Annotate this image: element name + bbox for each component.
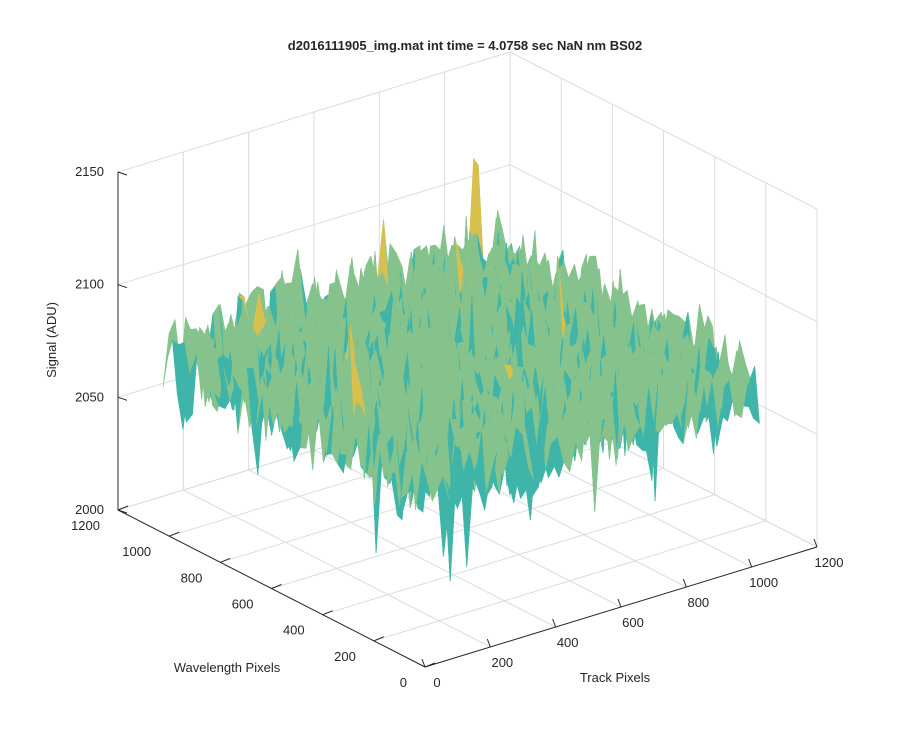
y-tick-label: 400	[283, 623, 305, 638]
y-tick-label: 600	[232, 597, 254, 612]
y-tick-mark	[117, 505, 129, 511]
y-tick-mark	[424, 662, 436, 668]
x-tick-label: 800	[687, 595, 709, 610]
z-tick-mark	[117, 509, 128, 514]
y-tick-mark	[373, 636, 385, 642]
z-tick-label: 2050	[75, 389, 104, 404]
x-tick-mark	[682, 578, 687, 588]
z-tick-mark	[117, 284, 128, 289]
grid-line	[373, 520, 766, 642]
y-tick-label: 200	[334, 649, 356, 664]
surface-plot	[162, 157, 760, 582]
chart-title: d2016111905_img.mat int time = 4.0758 se…	[288, 38, 642, 53]
x-tick-mark	[617, 598, 622, 608]
x-tick-mark	[813, 538, 818, 548]
grid-line	[322, 494, 715, 616]
grid-line	[117, 51, 511, 173]
x-tick-mark	[748, 558, 753, 568]
y-tick-mark	[322, 610, 333, 616]
x-tick-mark	[486, 638, 491, 648]
x-tick-label: 200	[491, 655, 513, 670]
y-axis-label: Wavelength Pixels	[174, 660, 281, 675]
y-tick-label: 1000	[122, 544, 151, 559]
x-tick-label: 1200	[815, 555, 844, 570]
z-axis-label: Signal (ADU)	[44, 302, 59, 378]
z-tick-label: 2000	[75, 502, 104, 517]
tick-labels: 0 200 400 600 800 1000 1200 0 200 400 600 800 1000 12…	[71, 164, 843, 690]
y-tick-mark	[220, 557, 231, 563]
z-tick-label: 2150	[75, 164, 104, 179]
x-tick-label: 600	[622, 615, 644, 630]
x-tick-mark	[421, 658, 426, 668]
z-tick-mark	[117, 171, 128, 176]
grid-line	[117, 164, 511, 286]
grid-line	[509, 51, 818, 210]
x-tick-label: 0	[433, 675, 440, 690]
y-tick-mark	[168, 531, 180, 537]
x-tick-label: 400	[557, 635, 579, 650]
y-tick-label: 0	[400, 675, 407, 690]
surface-patch	[420, 441, 432, 476]
x-axis-label: Track Pixels	[580, 670, 651, 685]
grid-line	[509, 164, 818, 323]
x-tick-mark	[552, 618, 557, 628]
axes	[117, 171, 818, 668]
surface-patch	[748, 365, 760, 425]
z-tick-mark	[117, 396, 128, 401]
z-tick-label: 2100	[75, 277, 104, 292]
y-tick-label: 800	[181, 570, 203, 585]
y-tick-label: 1200	[71, 518, 100, 533]
y-tick-mark	[271, 584, 282, 589]
x-tick-label: 1000	[749, 575, 778, 590]
